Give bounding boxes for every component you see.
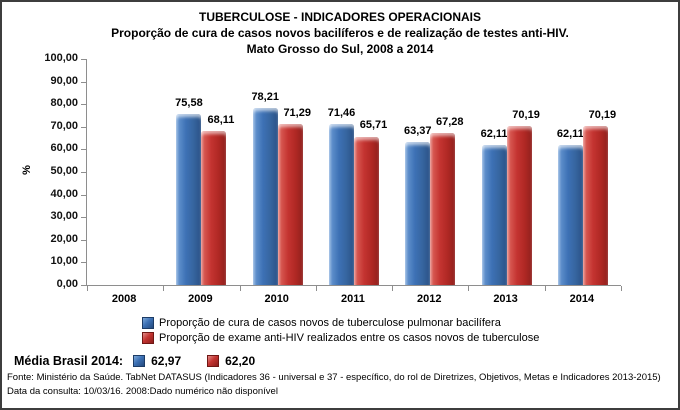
y-tick-mark [81, 172, 86, 173]
y-tick-mark [81, 285, 86, 286]
bar-cura-2013 [481, 144, 507, 285]
media-brasil-label: Média Brasil 2014: [14, 354, 124, 368]
y-tick-label: 40,00 [50, 187, 78, 200]
y-tick-mark [81, 149, 86, 151]
footer-consult-date: Data da consulta: 10/03/16. 2008:Dado nu… [7, 386, 278, 397]
bar-cura-2010 [252, 108, 278, 285]
bar-anti-hiv-2010 [277, 123, 303, 285]
legend-red-swatch [142, 331, 154, 344]
y-tick-label: 70,00 [50, 119, 78, 132]
x-axis-category-label: 2008 [111, 293, 137, 305]
plot-area: 75,58 68,11 78,21 71,29 71,46 65,71 63,37 67,28… [86, 59, 622, 291]
media-brasil-blue-value: 62,97 [151, 354, 182, 368]
legend-item: Proporção de cura de casos novos de tube… [142, 315, 539, 330]
bar-cura-2011 [329, 123, 354, 285]
y-tick-mark [81, 59, 86, 60]
y-tick-label: 20,00 [50, 232, 78, 245]
y-tick-label: 50,00 [50, 165, 78, 177]
y-tick-mark [81, 217, 86, 219]
data-label: 62,11 [480, 127, 508, 140]
data-label: 71,29 [283, 106, 311, 119]
y-tick-mark [81, 126, 86, 128]
y-tick-mark [81, 262, 86, 264]
legend: Proporção de cura de casos novos de tube… [142, 315, 539, 345]
chart-title: TUBERCULOSE - INDICADORES OPERACIONAIS [198, 10, 482, 24]
data-label: 65,71 [359, 119, 388, 132]
y-tick-label: 0,00 [56, 278, 78, 290]
media-brasil-row: Média Brasil 2014: 62,97 62,20 [14, 354, 255, 368]
bar-cura-2012 [405, 141, 431, 285]
x-tick-mark [621, 286, 622, 291]
data-label: 78,21 [251, 91, 279, 104]
data-label: 75,58 [175, 97, 203, 110]
y-tick-mark [81, 239, 86, 241]
x-axis-category-label: 2010 [264, 293, 289, 305]
y-tick-label: 80,00 [50, 97, 78, 110]
bar-anti-hiv-2013 [506, 126, 532, 285]
x-axis-category-label: 2012 [417, 293, 442, 305]
media-brasil-red-swatch [207, 355, 220, 367]
bar-anti-hiv-2012 [430, 132, 456, 285]
media-brasil-red-value: 62,20 [225, 354, 256, 368]
legend-label: Proporção de exame anti-HIV realizados e… [159, 331, 540, 344]
y-tick-label: 60,00 [50, 142, 78, 155]
data-label: 63,37 [404, 124, 432, 137]
chart-region-period: Mato Grosso do Sul, 2008 a 2014 [246, 42, 434, 56]
data-label: 71,46 [327, 106, 356, 119]
x-tick-mark [315, 286, 317, 291]
data-label: 70,19 [512, 109, 540, 122]
x-tick-mark [392, 286, 394, 291]
data-label: 62,11 [556, 127, 584, 140]
bar-cura-2014 [557, 144, 583, 285]
y-tick-label: 10,00 [50, 255, 78, 268]
data-label: 67,28 [436, 115, 464, 128]
title-block: TUBERCULOSE - INDICADORES OPERACIONAIS P… [2, 9, 678, 57]
bar-cura-2009 [176, 114, 202, 285]
x-axis-category-label: 2009 [188, 293, 213, 305]
footer-source: Fonte: Ministério da Saúde. TabNet DATAS… [7, 372, 661, 383]
x-axis-category-label: 2013 [493, 293, 518, 305]
y-tick-mark [81, 81, 86, 83]
x-tick-mark [87, 286, 88, 291]
legend-label: Proporção de cura de casos novos de tube… [159, 316, 501, 329]
data-label: 70,19 [588, 109, 617, 122]
data-label: 68,11 [207, 114, 235, 127]
legend-item: Proporção de exame anti-HIV realizados e… [142, 330, 539, 345]
legend-blue-swatch [142, 316, 154, 329]
media-brasil-blue-swatch [133, 355, 146, 367]
bar-anti-hiv-2011 [354, 136, 379, 285]
chart-subtitle: Proporção de cura de casos novos bacilíf… [111, 26, 569, 40]
x-tick-mark [163, 286, 165, 291]
x-axis-category-label: 2014 [569, 293, 595, 305]
x-axis-category-label: 2011 [341, 293, 365, 305]
x-tick-mark [468, 286, 470, 291]
x-tick-mark [544, 286, 546, 291]
y-tick-label: 100,00 [44, 52, 78, 64]
bar-anti-hiv-2009 [201, 131, 227, 285]
y-tick-label: 30,00 [50, 210, 78, 223]
y-tick-mark [81, 104, 86, 106]
footer: Fonte: Ministério da Saúde. TabNet DATAS… [7, 371, 675, 399]
x-tick-mark [239, 286, 241, 291]
bar-anti-hiv-2014 [582, 126, 608, 285]
y-tick-mark [81, 194, 86, 196]
y-tick-label: 90,00 [50, 74, 78, 87]
